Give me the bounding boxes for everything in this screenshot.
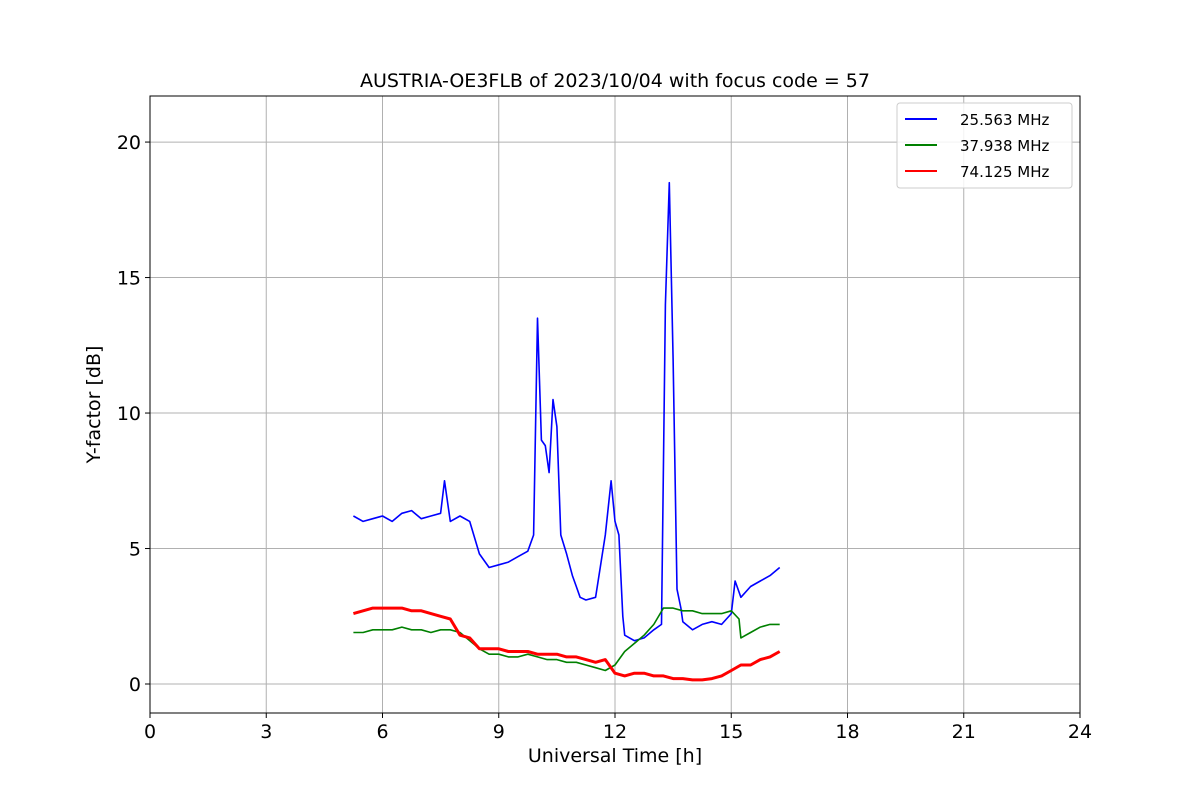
axis-ticks: 0 3 6 9 12 15 18 21 24 0 5 10 15 20 [117, 132, 1092, 743]
legend: 25.563 MHz 37.938 MHz 74.125 MHz [896, 102, 1073, 189]
x-tick-label: 15 [719, 721, 743, 743]
legend-label: 37.938 MHz [960, 137, 1049, 155]
x-tick-label: 12 [603, 721, 627, 743]
y-tick-label: 10 [117, 403, 141, 425]
y-tick-label: 5 [129, 539, 141, 561]
x-tick-label: 24 [1068, 721, 1092, 743]
x-tick-label: 18 [835, 721, 859, 743]
x-tick-label: 21 [952, 721, 976, 743]
series-line-1 [353, 181, 781, 642]
grid [149, 96, 1081, 713]
y-tick-label: 20 [117, 132, 141, 154]
series-line-3 [352, 606, 781, 682]
x-axis-title: Universal Time [h] [528, 745, 702, 767]
x-tick-label: 0 [144, 721, 156, 743]
x-tick-label: 9 [493, 721, 505, 743]
y-tick-label: 0 [129, 674, 141, 696]
legend-label: 74.125 MHz [960, 163, 1049, 181]
y-tick-label: 15 [117, 268, 141, 290]
series-lines [352, 181, 781, 682]
series-line-2 [353, 607, 780, 672]
chart-title: AUSTRIA-OE3FLB of 2023/10/04 with focus … [360, 70, 870, 92]
x-tick-label: 3 [260, 721, 272, 743]
legend-label: 25.563 MHz [960, 111, 1049, 129]
x-tick-label: 6 [376, 721, 388, 743]
y-axis-title: Y-factor [dB] [83, 346, 105, 465]
legend-box [896, 102, 1073, 189]
